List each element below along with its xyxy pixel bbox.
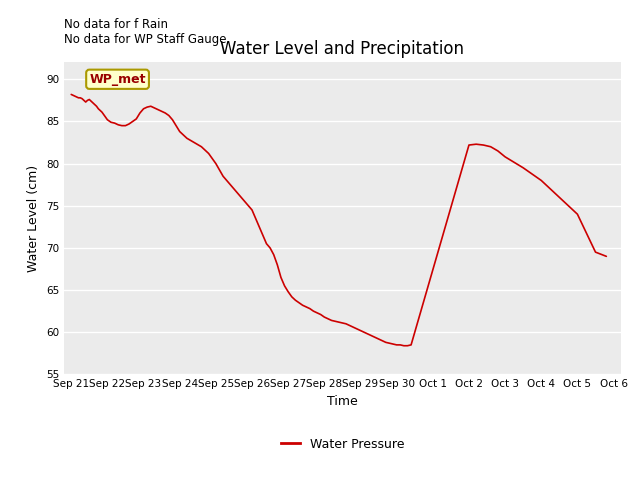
X-axis label: Time: Time (327, 395, 358, 408)
Y-axis label: Water Level (cm): Water Level (cm) (28, 165, 40, 272)
Legend: Water Pressure: Water Pressure (276, 432, 409, 456)
Text: No data for f Rain
No data for WP Staff Gauge: No data for f Rain No data for WP Staff … (64, 18, 227, 46)
Title: Water Level and Precipitation: Water Level and Precipitation (220, 40, 465, 58)
Text: WP_met: WP_met (90, 73, 146, 86)
